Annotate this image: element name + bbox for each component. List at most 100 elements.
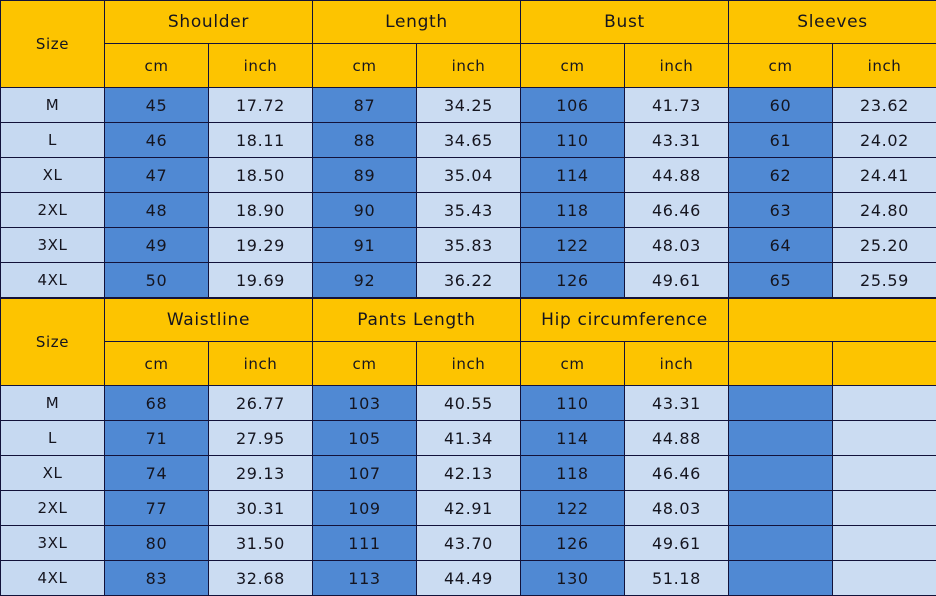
cell-value-inch: 49.61 [625, 263, 729, 298]
cell-value-cm: 68 [105, 386, 209, 421]
cell-value-inch: 23.62 [833, 88, 936, 123]
cell-size-label: 4XL [1, 263, 105, 298]
cell-size-label: 2XL [1, 193, 105, 228]
cell-value-cm: 74 [105, 456, 209, 491]
cell-value-cm: 64 [729, 228, 833, 263]
cell-value-cm [729, 456, 833, 491]
cell-value-cm: 91 [313, 228, 417, 263]
header-unit-hip-inch: inch [625, 342, 729, 386]
cell-value-inch: 36.22 [417, 263, 521, 298]
cell-value-inch [833, 386, 936, 421]
header-group-blank [729, 299, 936, 342]
cell-value-cm [729, 491, 833, 526]
cell-value-cm: 61 [729, 123, 833, 158]
cell-value-cm: 122 [521, 491, 625, 526]
cell-value-inch: 42.91 [417, 491, 521, 526]
header-unit-blank-2 [833, 342, 936, 386]
cell-value-inch: 18.50 [209, 158, 313, 193]
header-unit-pants-cm: cm [313, 342, 417, 386]
cell-size-label: M [1, 386, 105, 421]
cell-value-inch: 24.41 [833, 158, 936, 193]
cell-value-inch: 44.88 [625, 158, 729, 193]
cell-value-inch [833, 456, 936, 491]
header-group-pants-length: Pants Length [313, 299, 521, 342]
cell-value-cm: 48 [105, 193, 209, 228]
cell-value-inch: 19.29 [209, 228, 313, 263]
cell-value-inch: 27.95 [209, 421, 313, 456]
cell-value-cm: 87 [313, 88, 417, 123]
cell-value-cm: 77 [105, 491, 209, 526]
cell-size-label: 3XL [1, 228, 105, 263]
cell-value-inch: 25.20 [833, 228, 936, 263]
cell-value-cm [729, 561, 833, 596]
size-chart-table-top: Size Shoulder Length Bust Sleeves cm inc… [0, 0, 936, 298]
cell-value-cm: 110 [521, 123, 625, 158]
cell-value-cm: 111 [313, 526, 417, 561]
cell-value-cm: 122 [521, 228, 625, 263]
cell-value-inch: 35.43 [417, 193, 521, 228]
cell-value-cm: 130 [521, 561, 625, 596]
header-unit-row: cm inch cm inch cm inch cm inch [1, 44, 936, 88]
cell-value-cm: 47 [105, 158, 209, 193]
header-group-sleeves: Sleeves [729, 1, 936, 44]
header-unit-hip-cm: cm [521, 342, 625, 386]
cell-value-inch [833, 421, 936, 456]
header-group-bust: Bust [521, 1, 729, 44]
cell-value-cm: 105 [313, 421, 417, 456]
cell-value-cm: 118 [521, 456, 625, 491]
cell-value-inch [833, 561, 936, 596]
cell-value-cm: 126 [521, 526, 625, 561]
cell-value-inch: 34.65 [417, 123, 521, 158]
cell-size-label: M [1, 88, 105, 123]
cell-value-inch: 35.04 [417, 158, 521, 193]
cell-value-cm: 114 [521, 421, 625, 456]
cell-size-label: XL [1, 456, 105, 491]
cell-value-cm: 62 [729, 158, 833, 193]
header-group-waistline: Waistline [105, 299, 313, 342]
cell-value-inch: 31.50 [209, 526, 313, 561]
cell-value-cm: 118 [521, 193, 625, 228]
header-group-shoulder: Shoulder [105, 1, 313, 44]
cell-value-inch [833, 491, 936, 526]
header-unit-sleeves-cm: cm [729, 44, 833, 88]
header-unit-bust-cm: cm [521, 44, 625, 88]
cell-value-cm [729, 386, 833, 421]
cell-value-cm: 46 [105, 123, 209, 158]
cell-value-inch: 35.83 [417, 228, 521, 263]
cell-size-label: XL [1, 158, 105, 193]
cell-value-inch: 44.88 [625, 421, 729, 456]
cell-value-inch: 17.72 [209, 88, 313, 123]
table-head-bottom: Size Waistline Pants Length Hip circumfe… [1, 299, 936, 386]
cell-value-inch: 51.18 [625, 561, 729, 596]
cell-value-inch: 18.11 [209, 123, 313, 158]
cell-value-cm: 110 [521, 386, 625, 421]
cell-value-cm: 106 [521, 88, 625, 123]
cell-value-cm: 126 [521, 263, 625, 298]
size-chart-table-bottom: Size Waistline Pants Length Hip circumfe… [0, 298, 936, 596]
cell-size-label: 2XL [1, 491, 105, 526]
cell-value-cm: 49 [105, 228, 209, 263]
header-unit-pants-inch: inch [417, 342, 521, 386]
cell-value-cm: 113 [313, 561, 417, 596]
cell-size-label: L [1, 123, 105, 158]
cell-value-inch: 41.34 [417, 421, 521, 456]
cell-size-label: 4XL [1, 561, 105, 596]
header-unit-shoulder-inch: inch [209, 44, 313, 88]
cell-value-cm: 83 [105, 561, 209, 596]
cell-value-inch: 19.69 [209, 263, 313, 298]
header-unit-length-inch: inch [417, 44, 521, 88]
header-unit-row: cm inch cm inch cm inch [1, 342, 936, 386]
cell-value-cm: 103 [313, 386, 417, 421]
cell-value-inch: 43.31 [625, 386, 729, 421]
